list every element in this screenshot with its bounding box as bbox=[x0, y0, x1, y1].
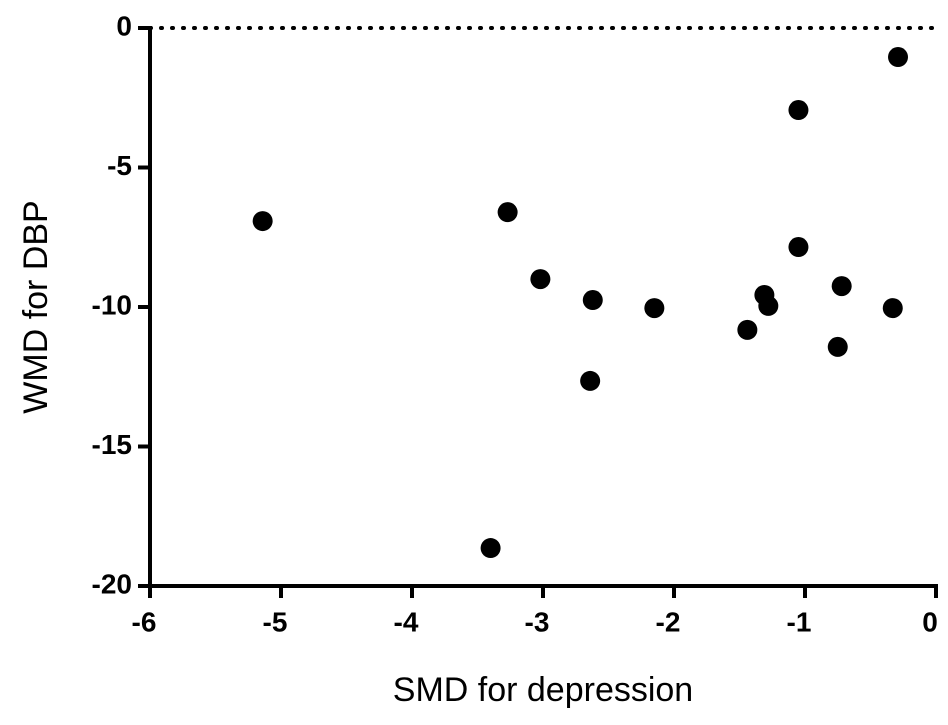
x-tick-label: -6 bbox=[132, 606, 157, 637]
point bbox=[252, 211, 273, 232]
point bbox=[788, 237, 809, 258]
y-axis-label: WMD for DBP bbox=[17, 200, 55, 413]
x-tick-label: 0 bbox=[922, 606, 938, 637]
y-tick-label: -15 bbox=[92, 429, 132, 460]
point bbox=[888, 47, 909, 68]
y-tick-label: -5 bbox=[107, 150, 132, 181]
x-tick-label: -4 bbox=[394, 606, 419, 637]
x-tick-label: -1 bbox=[787, 606, 812, 637]
x-axis-label: SMD for depression bbox=[393, 671, 693, 709]
x-tick-label: -3 bbox=[525, 606, 550, 637]
point bbox=[827, 336, 848, 357]
point bbox=[737, 319, 758, 340]
point bbox=[788, 100, 809, 121]
y-tick-label: -20 bbox=[92, 568, 132, 599]
point bbox=[530, 269, 551, 290]
point bbox=[480, 538, 501, 559]
point bbox=[831, 276, 852, 297]
point bbox=[580, 370, 601, 391]
point bbox=[644, 298, 665, 319]
point bbox=[582, 290, 603, 311]
y-tick-label: -10 bbox=[92, 289, 132, 320]
y-tick-label: 0 bbox=[116, 10, 132, 41]
point bbox=[758, 295, 779, 316]
point bbox=[882, 298, 903, 319]
x-tick-label: -2 bbox=[656, 606, 681, 637]
x-tick-label: -5 bbox=[263, 606, 288, 637]
point bbox=[497, 202, 518, 223]
